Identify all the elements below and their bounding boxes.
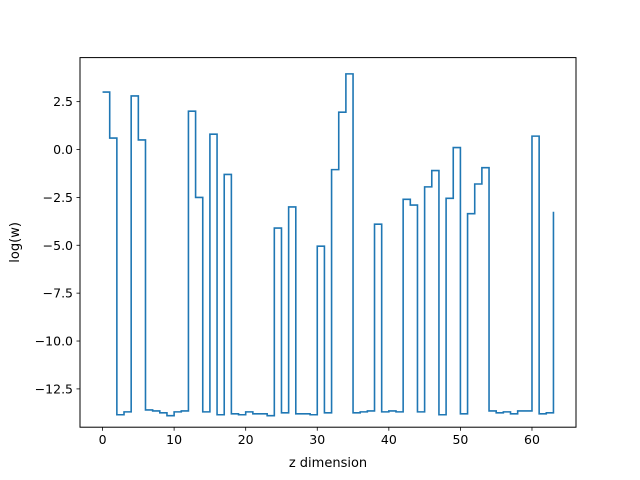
x-tick-label: 10 <box>166 432 182 447</box>
x-tick-label: 50 <box>452 432 468 447</box>
x-tick-label: 60 <box>524 432 540 447</box>
y-tick-label: −10.0 <box>35 334 73 349</box>
y-tick-label: −12.5 <box>35 381 73 396</box>
x-tick-label: 20 <box>238 432 254 447</box>
x-tick-label: 0 <box>99 432 107 447</box>
y-tick-label: 2.5 <box>53 94 73 109</box>
y-tick-label: 0.0 <box>53 142 73 157</box>
plot-area <box>102 73 555 417</box>
series-line <box>102 73 555 417</box>
y-tick-label: −5.0 <box>43 238 73 253</box>
x-axis: 0 10 20 30 40 50 60 <box>99 427 540 447</box>
x-tick-label: 30 <box>309 432 325 447</box>
y-axis-label: log(w) <box>8 222 23 263</box>
x-axis-label: z dimension <box>289 456 367 471</box>
axes-frame <box>79 57 577 428</box>
y-tick-label: −2.5 <box>43 190 73 205</box>
y-axis: −12.5 −10.0 −7.5 −5.0 −2.5 0.0 2.5 <box>35 94 80 396</box>
y-tick-label: −7.5 <box>43 286 73 301</box>
x-tick-label: 40 <box>381 432 397 447</box>
